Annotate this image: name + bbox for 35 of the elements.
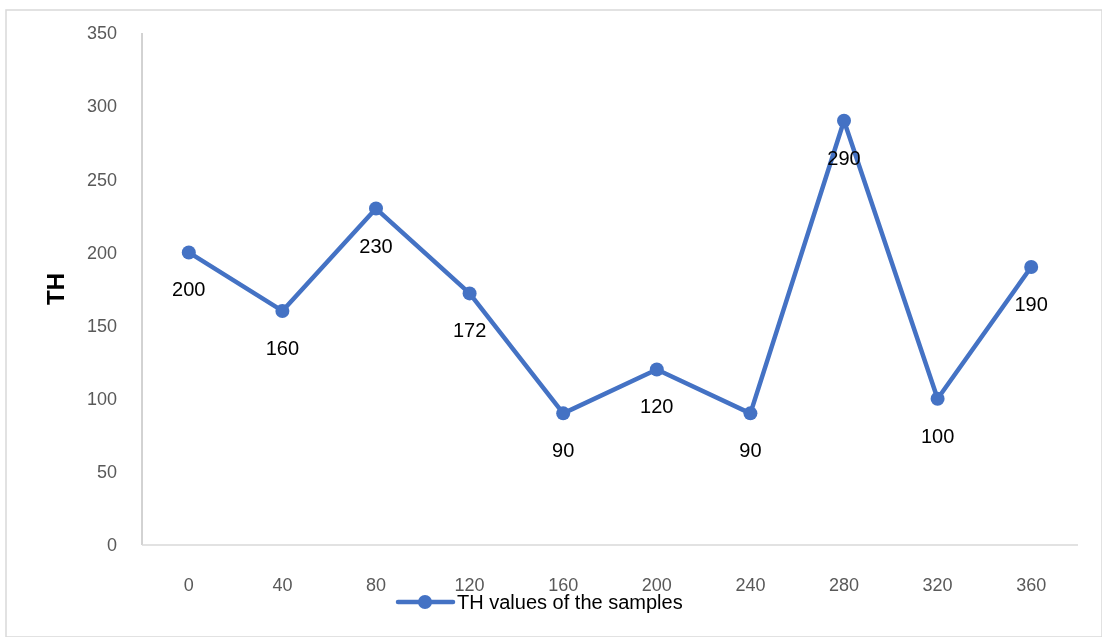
data-label: 200 [172,278,206,301]
data-label: 90 [739,439,762,462]
data-label: 90 [552,439,575,462]
point [837,113,851,128]
data-label: 160 [265,336,300,359]
point [462,286,477,301]
data-label: 190 [1014,293,1048,316]
point [275,303,290,318]
data-label: 100 [920,424,955,447]
x-tick-label: 360 [1016,575,1047,596]
point [930,391,945,406]
point [181,245,196,260]
y-tick-label: 100 [86,389,117,410]
y-tick-label: 250 [86,169,117,190]
x-tick-label: 40 [272,575,293,596]
point [369,201,383,216]
x-tick-label: 280 [828,575,860,596]
data-label: 172 [452,319,487,342]
point [556,406,571,421]
point [1024,260,1039,275]
y-axis-title: TH [42,273,70,305]
point [743,406,758,421]
y-tick-label: 350 [86,23,117,44]
y-tick-label: 50 [96,462,117,483]
y-tick-label: 200 [86,242,117,263]
data-label: 120 [640,395,674,418]
x-tick-label: 240 [735,575,766,596]
point [649,362,664,377]
data-label: 230 [359,234,393,257]
x-tick-label: 320 [922,575,953,596]
y-tick-label: 0 [106,535,117,556]
x-tick-label: 80 [365,575,387,596]
x-tick-label: 0 [183,575,194,596]
y-tick-label: 150 [86,315,117,336]
y-tick-label: 300 [86,96,117,117]
